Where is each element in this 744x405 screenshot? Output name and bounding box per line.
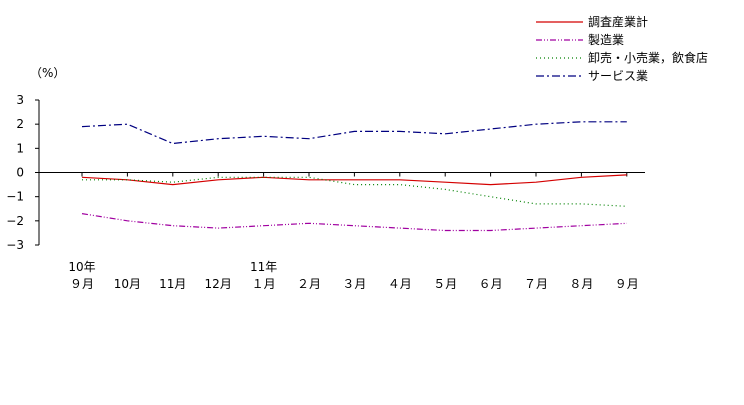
legend-label: 調査産業計	[588, 14, 648, 29]
y-axis-unit-label: （%）	[30, 66, 65, 80]
legend-label: 製造業	[588, 33, 624, 47]
x-month-label: ４月	[388, 277, 412, 291]
x-month-label: ６月	[479, 277, 503, 291]
series-line-3	[82, 176, 627, 207]
legend-label: 卸売・小売業，飲食店	[588, 50, 708, 65]
series-line-1	[81, 174, 627, 186]
y-tick-labels: 3 2 1 0 −1 −2 −3	[6, 93, 24, 252]
x-year-label: 10年	[68, 260, 95, 274]
y-tick-label: 2	[16, 117, 24, 131]
y-tick-label: −3	[6, 238, 24, 252]
x-month-label: 12月	[205, 277, 232, 291]
y-tick-label: −2	[6, 214, 24, 228]
series-line-2	[81, 213, 627, 232]
x-month-label: ５月	[433, 277, 457, 291]
y-tick-label: 0	[16, 166, 24, 180]
legend-label: サービス業	[588, 69, 648, 83]
x-month-label: １月	[252, 277, 276, 291]
x-month-label: 11月	[159, 277, 186, 291]
x-month-label: ８月	[569, 277, 593, 291]
series-lines	[81, 121, 627, 232]
x-tick-labels: 10年 ９月 10月 11月 12月 11年 １月 ２月 ３月 ４月 ５月 ６月 ７月 ８月 ９月	[68, 260, 638, 291]
x-month-label: ２月	[297, 277, 321, 291]
x-month-label: 10月	[114, 277, 141, 291]
x-month-label: ９月	[70, 277, 94, 291]
y-tick-label: 3	[16, 93, 24, 107]
x-month-label: ７月	[524, 277, 548, 291]
y-tick-label: −1	[6, 190, 24, 204]
y-tick-label: 1	[16, 141, 24, 155]
axes	[35, 99, 645, 246]
series-line-4	[81, 121, 627, 145]
x-year-label: 11年	[250, 260, 277, 274]
x-month-label: ３月	[342, 277, 366, 291]
x-month-label: ９月	[615, 277, 639, 291]
